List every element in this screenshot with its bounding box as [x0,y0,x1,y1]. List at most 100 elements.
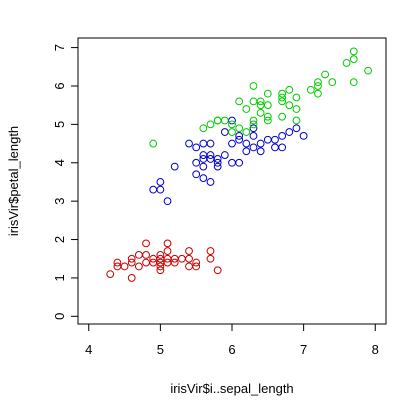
data-point [185,247,193,255]
data-point [242,105,251,113]
data-point [206,120,215,129]
data-point [263,89,272,98]
data-point [106,270,115,278]
data-point [142,250,150,259]
x-axis-title: irisVir$i..sepal_length [170,381,293,396]
data-point [249,97,258,106]
data-point [314,78,322,87]
data-point [149,185,158,194]
data-point [206,254,215,263]
data-point [235,97,244,106]
data-point [170,258,179,267]
data-point [235,131,244,140]
y-tick-label: 6 [52,82,67,89]
data-point [206,139,215,148]
data-point [278,143,287,152]
data-point [185,262,193,271]
data-point [228,158,236,167]
x-tick-label: 5 [157,342,164,357]
data-point [220,116,229,125]
series-2 [149,116,308,206]
data-point [142,258,150,267]
data-point [206,178,215,186]
y-tick-label: 3 [52,198,67,205]
data-point [120,262,129,271]
y-tick-label: 1 [52,274,67,281]
data-point [271,135,279,144]
data-point [206,247,215,255]
data-point [249,82,258,90]
data-point [256,97,265,106]
data-point [328,78,337,87]
data-point [235,135,244,144]
data-point [278,93,287,102]
x-tick-label: 4 [85,342,92,357]
data-point [321,70,330,79]
data-point [228,120,236,129]
data-point [256,147,265,156]
data-point [156,250,165,259]
data-point [163,197,172,206]
x-tick-label: 6 [228,342,235,357]
data-point [113,258,122,267]
y-tick-label: 5 [52,121,67,128]
data-point [142,239,150,248]
data-point [156,178,165,186]
data-point [220,151,229,159]
data-point [163,239,172,248]
data-point [349,78,358,87]
data-point [192,258,201,267]
data-point [285,101,294,110]
data-point [199,174,208,183]
data-point [256,108,265,117]
y-tick-label: 0 [52,313,67,320]
data-point [349,55,358,64]
data-point [263,101,272,110]
x-tick-label: 8 [372,342,379,357]
data-point [192,143,201,152]
data-point [364,66,372,75]
data-point [278,112,287,121]
data-point [213,266,222,275]
data-point [228,139,236,148]
data-point [220,128,229,136]
plot-frame [77,37,387,325]
data-point [242,139,251,148]
data-point [192,158,201,167]
y-tick-label: 2 [52,236,67,243]
data-point [163,247,172,255]
data-point [285,85,294,94]
y-axis: 0 1 2 3 4 5 6 7 [52,44,78,320]
data-point [199,162,208,171]
data-point [213,158,222,167]
data-point [314,82,322,90]
data-point [278,131,287,140]
data-point [249,116,258,125]
data-point [206,151,215,159]
data-point [278,89,287,98]
data-points [106,47,372,282]
data-point [242,128,251,136]
data-point [263,116,272,125]
data-point [242,147,251,156]
data-point [299,131,308,140]
data-point [199,124,208,133]
data-point [342,59,351,67]
data-point [314,89,322,98]
data-point [292,116,301,125]
data-point [127,274,136,282]
data-point [278,97,287,106]
y-tick-label: 7 [52,44,67,51]
data-point [149,139,158,148]
data-point [192,170,201,179]
x-axis: 4 5 6 7 8 [85,324,379,357]
series-3 [149,47,372,148]
y-axis-title: irisVir$petal_length [6,126,21,236]
data-point [185,139,193,148]
data-point [235,158,244,167]
data-point [263,112,272,121]
data-point [170,162,179,171]
data-point [306,85,315,94]
data-point [213,155,222,163]
